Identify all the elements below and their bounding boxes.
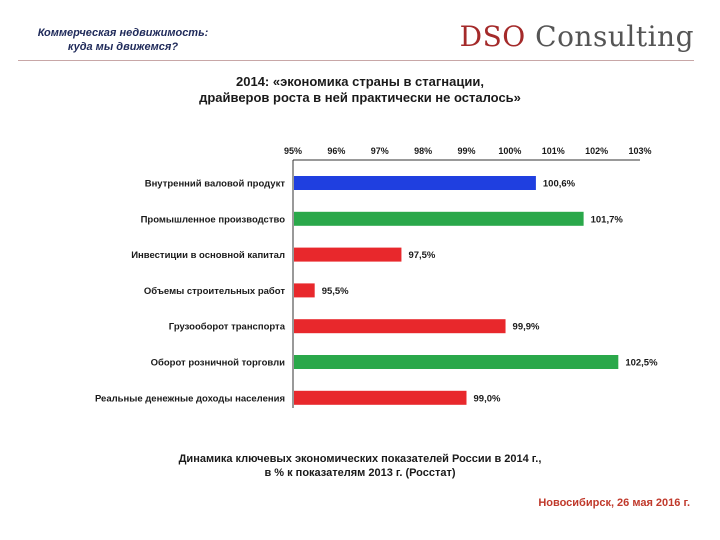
x-tick-label: 98% [414, 146, 432, 156]
value-label: 95,5% [322, 286, 349, 297]
presentation-subtitle-line2: куда мы движемся? [67, 41, 179, 53]
value-label: 100,6% [543, 179, 576, 190]
x-tick-label: 96% [327, 146, 345, 156]
value-label: 101,7% [591, 214, 624, 225]
x-tick-label: 102% [585, 146, 608, 156]
bar [294, 390, 467, 405]
x-tick-label: 99% [457, 146, 475, 156]
bar-chart: 95% 96% 97% 98% 99% 100% 101% 102% 103% Внутренни… [95, 146, 658, 408]
chart-caption-line2: в % к показателям 2013 г. (Росстат) [264, 467, 456, 479]
chart-caption-line1: Динамика ключевых экономических показате… [178, 453, 542, 465]
x-tick-label: 101% [542, 146, 565, 156]
slide-title: 2014: «экономика страны в стагнации, дра… [120, 74, 600, 106]
company-logo: DSO Consulting [460, 20, 694, 53]
x-tick-label: 97% [371, 146, 389, 156]
category-label: Внутренний валовой продукт [145, 179, 286, 190]
x-tick-label: 100% [498, 146, 521, 156]
bar [294, 355, 619, 369]
value-label: 97,5% [408, 250, 435, 261]
value-label: 99,0% [474, 393, 501, 404]
logo-consulting: Consulting [525, 20, 694, 53]
bar [294, 211, 584, 226]
presentation-subtitle: Коммерческая недвижимость: куда мы движе… [18, 26, 228, 54]
bar [294, 319, 506, 334]
category-label: Грузооборот транспорта [169, 322, 286, 333]
category-label: Инвестиции в основной капитал [131, 250, 285, 261]
slide-title-line2: драйверов роста в ней практически не ост… [199, 90, 521, 105]
category-label: Объемы строительных работ [144, 286, 285, 297]
category-label: Оборот розничной торговли [151, 358, 286, 369]
category-label: Промышленное производство [141, 214, 286, 225]
category-label: Реальные денежные доходы населения [95, 393, 285, 404]
footer-location-date: Новосибирск, 26 мая 2016 г. [538, 497, 690, 509]
chart-caption: Динамика ключевых экономических показате… [110, 452, 610, 480]
presentation-subtitle-line1: Коммерческая недвижимость: [37, 27, 209, 39]
bar [294, 176, 536, 190]
bar [294, 247, 402, 262]
x-tick-label: 95% [284, 146, 302, 156]
value-label: 102,5% [625, 358, 658, 369]
slide-title-line1: 2014: «экономика страны в стагнации, [236, 74, 484, 89]
header-divider [18, 60, 694, 61]
value-label: 99,9% [513, 322, 540, 333]
x-tick-label: 103% [628, 146, 651, 156]
logo-dso: DSO [459, 20, 526, 53]
bar [294, 283, 315, 298]
